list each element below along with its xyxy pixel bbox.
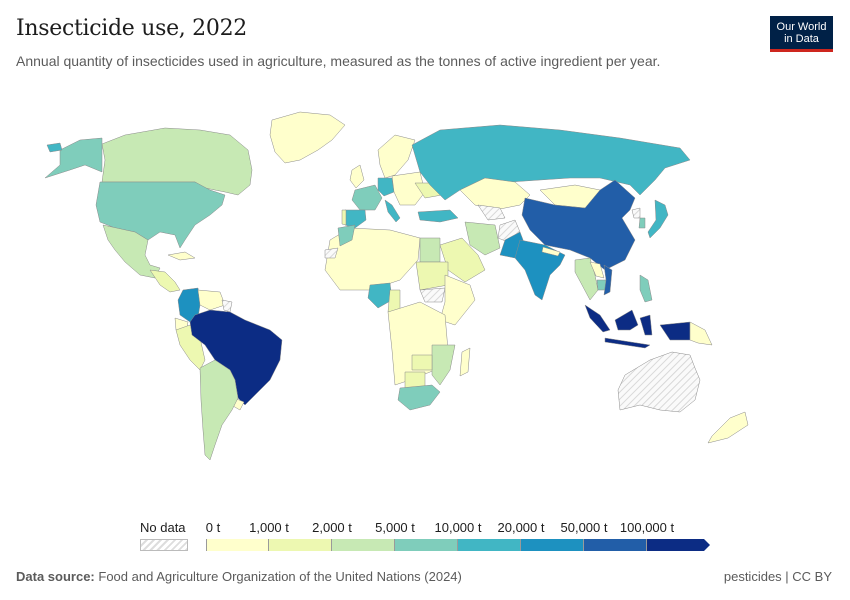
footer-license[interactable]: pesticides | CC BY: [723, 569, 832, 584]
legend-tick-6: 50,000 t: [560, 520, 608, 535]
country-vietnam[interactable]: [603, 264, 613, 296]
country-nepal[interactable]: [541, 246, 561, 257]
data-source-label: Data source:: [16, 569, 95, 584]
legend-tick-5: 20,000 t: [497, 520, 545, 535]
country-cuba[interactable]: [167, 251, 196, 261]
legend-arrow-icon: [704, 539, 710, 551]
country-china[interactable]: [521, 179, 636, 271]
country-southern-cone[interactable]: [199, 359, 239, 461]
country-zambia[interactable]: [411, 354, 433, 371]
legend-no-data-swatch[interactable]: [140, 539, 188, 551]
country-sudan[interactable]: [415, 261, 449, 291]
country-botswana[interactable]: [404, 371, 426, 389]
country-south-sudan[interactable]: [419, 287, 446, 303]
country-italy[interactable]: [384, 199, 401, 223]
country-french-guiana[interactable]: [221, 299, 233, 313]
country-australia[interactable]: [617, 351, 701, 413]
country-central-america[interactable]: [149, 269, 181, 293]
legend-tick-3: 5,000 t: [375, 520, 415, 535]
legend-tick-7: 100,000 t: [619, 520, 675, 535]
country-north-africa[interactable]: [324, 227, 421, 291]
country-usa-alaska[interactable]: [44, 137, 103, 179]
country-india[interactable]: [514, 239, 566, 301]
country-turkmenistan[interactable]: [477, 204, 506, 221]
country-russia-chukotka[interactable]: [46, 142, 63, 153]
legend-bin-7[interactable]: [647, 539, 704, 551]
country-north-korea[interactable]: [631, 207, 641, 219]
logo-line1: Our World: [776, 21, 827, 33]
legend-bin-5[interactable]: [521, 539, 584, 551]
country-horn-africa[interactable]: [439, 274, 476, 326]
country-iran[interactable]: [464, 221, 501, 256]
country-new-zealand[interactable]: [707, 411, 749, 444]
country-france[interactable]: [351, 184, 383, 211]
country-scandinavia[interactable]: [377, 134, 416, 179]
legend-tick-2: 2,000 t: [312, 520, 352, 535]
owid-logo[interactable]: Our World in Data: [770, 16, 833, 52]
country-portugal[interactable]: [341, 209, 347, 226]
country-uk[interactable]: [349, 164, 365, 189]
country-egypt[interactable]: [419, 237, 441, 263]
country-morocco[interactable]: [337, 224, 356, 247]
country-russia[interactable]: [411, 124, 691, 201]
data-source-link[interactable]: Food and Agriculture Organization of the…: [98, 569, 462, 584]
country-laos[interactable]: [589, 261, 605, 279]
world-map[interactable]: [0, 90, 850, 510]
country-spain[interactable]: [344, 209, 367, 229]
legend-bin-2[interactable]: [332, 539, 395, 551]
country-south-africa[interactable]: [397, 384, 441, 411]
legend-no-data-label: No data: [140, 520, 186, 535]
country-myanmar-thailand[interactable]: [574, 257, 599, 301]
country-turkey[interactable]: [417, 209, 459, 223]
legend-bin-1[interactable]: [269, 539, 332, 551]
legend-tick-4: 10,000 t: [434, 520, 482, 535]
country-nigeria[interactable]: [367, 282, 393, 309]
chart-subtitle: Annual quantity of insecticides used in …: [16, 53, 661, 69]
legend-bin-0[interactable]: [206, 539, 269, 551]
legend-bin-6[interactable]: [584, 539, 647, 551]
country-madagascar[interactable]: [459, 347, 471, 377]
data-source: Data source: Food and Agriculture Organi…: [16, 569, 462, 584]
country-brazil[interactable]: [189, 309, 283, 406]
map-legend: No data 0 t 1,000 t 2,000 t 5,000 t 10,0…: [138, 518, 718, 558]
country-papua-new-guinea[interactable]: [689, 321, 713, 346]
country-western-sahara[interactable]: [324, 247, 339, 259]
logo-line2: in Data: [784, 33, 819, 45]
country-germany[interactable]: [377, 177, 395, 197]
country-venezuela[interactable]: [197, 289, 226, 311]
country-greenland[interactable]: [269, 111, 346, 164]
legend-tick-1: 1,000 t: [249, 520, 289, 535]
country-south-korea[interactable]: [638, 217, 646, 229]
legend-bin-4[interactable]: [458, 539, 521, 551]
country-indonesia[interactable]: [584, 304, 691, 349]
country-japan[interactable]: [647, 199, 669, 239]
legend-bin-3[interactable]: [395, 539, 458, 551]
country-mozambique[interactable]: [431, 344, 456, 386]
country-philippines[interactable]: [639, 274, 653, 303]
chart-title: Insecticide use, 2022: [16, 16, 247, 41]
legend-tick-0: 0 t: [205, 520, 221, 535]
